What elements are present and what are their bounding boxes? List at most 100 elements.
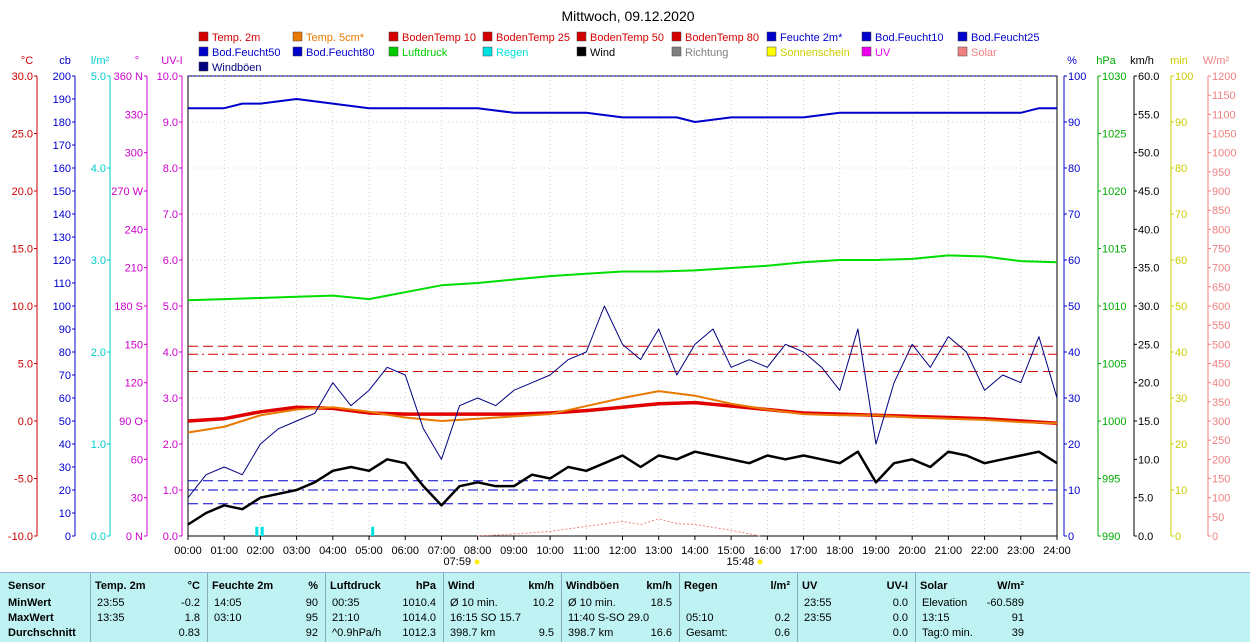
axis-tick-label: 25.0 (1138, 339, 1159, 351)
legend-label: BodenTemp 10 (402, 32, 476, 44)
table-cell: UV-I (886, 580, 908, 592)
axis-tick-label: 180 S (114, 301, 143, 313)
table-cell: 1012.3 (402, 627, 436, 639)
axis-tick-label: 150 (125, 339, 143, 351)
legend-swatch (671, 46, 682, 57)
axis-tick-label: 200 (1212, 454, 1230, 466)
legend-swatch (957, 31, 968, 42)
table-cell: Elevation (922, 597, 968, 609)
legend-swatch (292, 31, 303, 42)
x-tick-label: 00:00 (174, 545, 202, 557)
axis-tick-label: 30 (1175, 393, 1187, 405)
axis-tick-label: 10.0 (1138, 454, 1159, 466)
axis-tick-label: 5.0 (1138, 493, 1153, 505)
axis-tick-label: 60 (1068, 255, 1080, 267)
axis-tick-label: 450 (1212, 359, 1230, 371)
axis-tick-label: 1015 (1102, 244, 1126, 256)
axis-tick-label: 1.0 (91, 439, 106, 451)
axis-tick-label: 50 (1068, 301, 1080, 313)
table-cell: 14:05 (214, 597, 242, 609)
axis-tick-label: 40 (1175, 347, 1187, 359)
legend-label: Bod.Feucht80 (306, 47, 375, 59)
legend-swatch (482, 31, 493, 42)
axis-tick-label: 25.0 (12, 129, 33, 141)
axis-tick-label: 850 (1212, 205, 1230, 217)
x-tick-label: 16:00 (754, 545, 782, 557)
axes: °C 30.0 25.0 20.0 15.0 10.0 5.0 0.0 -5.0 -10.0 cb 2… (8, 55, 1237, 568)
axis-unit: hPa (1096, 55, 1116, 67)
axis-tick-label: 60 (1175, 255, 1187, 267)
table-cell: Windböen (566, 580, 620, 592)
column-divider (90, 573, 91, 642)
column-divider (561, 573, 562, 642)
axis-unit: °C (21, 55, 33, 67)
table-cell: 91 (1011, 612, 1024, 624)
table-cell: 03:10 (214, 612, 242, 624)
axis-tick-label: 90 (1175, 117, 1187, 129)
table-cell: km/h (646, 580, 672, 592)
axis-tick-label: 100 (1212, 493, 1230, 505)
axis-tick-label: 3.0 (91, 255, 106, 267)
table-cell: 398.7 km (450, 627, 496, 639)
legend-label: UV (875, 47, 891, 59)
x-tick-label: 23:00 (1007, 545, 1035, 557)
legend-swatch (198, 46, 209, 57)
chart-title: Mittwoch, 09.12.2020 (561, 8, 694, 24)
x-tick-label: 14:00 (681, 545, 709, 557)
legend-label: BodenTemp 50 (590, 32, 664, 44)
table-cell: Regen (684, 580, 718, 592)
axis-tick-label: 160 (53, 163, 71, 175)
table-cell: hPa (415, 580, 436, 592)
table-cell: Wind (448, 580, 475, 592)
axis-tick-label: 15.0 (12, 244, 33, 256)
solar-curve (477, 518, 761, 537)
table-cell: 05:10 (686, 612, 714, 624)
table-cell: 00:35 (332, 597, 360, 609)
table-cell: 0.2 (774, 612, 790, 624)
weather-chart: Mittwoch, 09.12.2020 Temp. 2m Temp. 5cm* B… (8, 8, 1237, 568)
axis-tick-label: 140 (53, 209, 71, 221)
table-cell: -0.2 (181, 597, 200, 609)
axis-tick-label: 30 (1068, 393, 1080, 405)
axis-tick-label: 950 (1212, 167, 1230, 179)
x-tick-label: 06:00 (391, 545, 419, 557)
table-cell: 95 (305, 612, 318, 624)
x-tick-label: 08:00 (464, 545, 492, 557)
axis-tick-label: 20 (1068, 439, 1080, 451)
axis-tick-label: 250 (1212, 435, 1230, 447)
legend-label: Regen (496, 47, 528, 59)
axis-tick-label: 30 (131, 493, 143, 505)
rain-bar (255, 526, 259, 536)
axis-tick-label: 50 (59, 416, 71, 428)
legend-label: Bod.Feucht25 (971, 32, 1040, 44)
legend-swatch (198, 31, 209, 42)
table-cell: Luftdruck (330, 580, 381, 592)
table-cell: 18.5 (650, 597, 672, 609)
legend-label: BodenTemp 80 (685, 32, 759, 44)
x-tick-label: 24:00 (1043, 545, 1071, 557)
axis-tick-label: 6.0 (163, 255, 178, 267)
x-tick-label: 13:00 (645, 545, 673, 557)
axis-tick-label: 1030 (1102, 71, 1126, 83)
table-cell: Temp. 2m (95, 580, 146, 592)
x-tick-label: 11:00 (573, 545, 600, 557)
x-tick-label: 04:00 (319, 545, 347, 557)
axis-tick-label: 700 (1212, 263, 1230, 275)
axis-tick-label: 550 (1212, 320, 1230, 332)
table-cell: MaxWert (8, 612, 54, 624)
table-cell: Solar (920, 580, 948, 592)
axis-tick-label: 995 (1102, 474, 1120, 486)
table-cell: 92 (305, 627, 318, 639)
axis-tick-label: 7.0 (163, 209, 178, 221)
sunrise-marker (474, 559, 480, 565)
axis-tick-label: 20 (1175, 439, 1187, 451)
legend-swatch (861, 31, 872, 42)
series-line (187, 305, 1058, 498)
axis-tick-label: 110 (53, 278, 71, 290)
table-cell: Ø 10 min. (450, 597, 498, 609)
axis-tick-label: 90 (59, 324, 71, 336)
table-cell: 23:55 (804, 612, 832, 624)
table-cell: 23:55 (804, 597, 832, 609)
axis-tick-label: 800 (1212, 224, 1230, 236)
axis-tick-label: 60 (131, 454, 143, 466)
